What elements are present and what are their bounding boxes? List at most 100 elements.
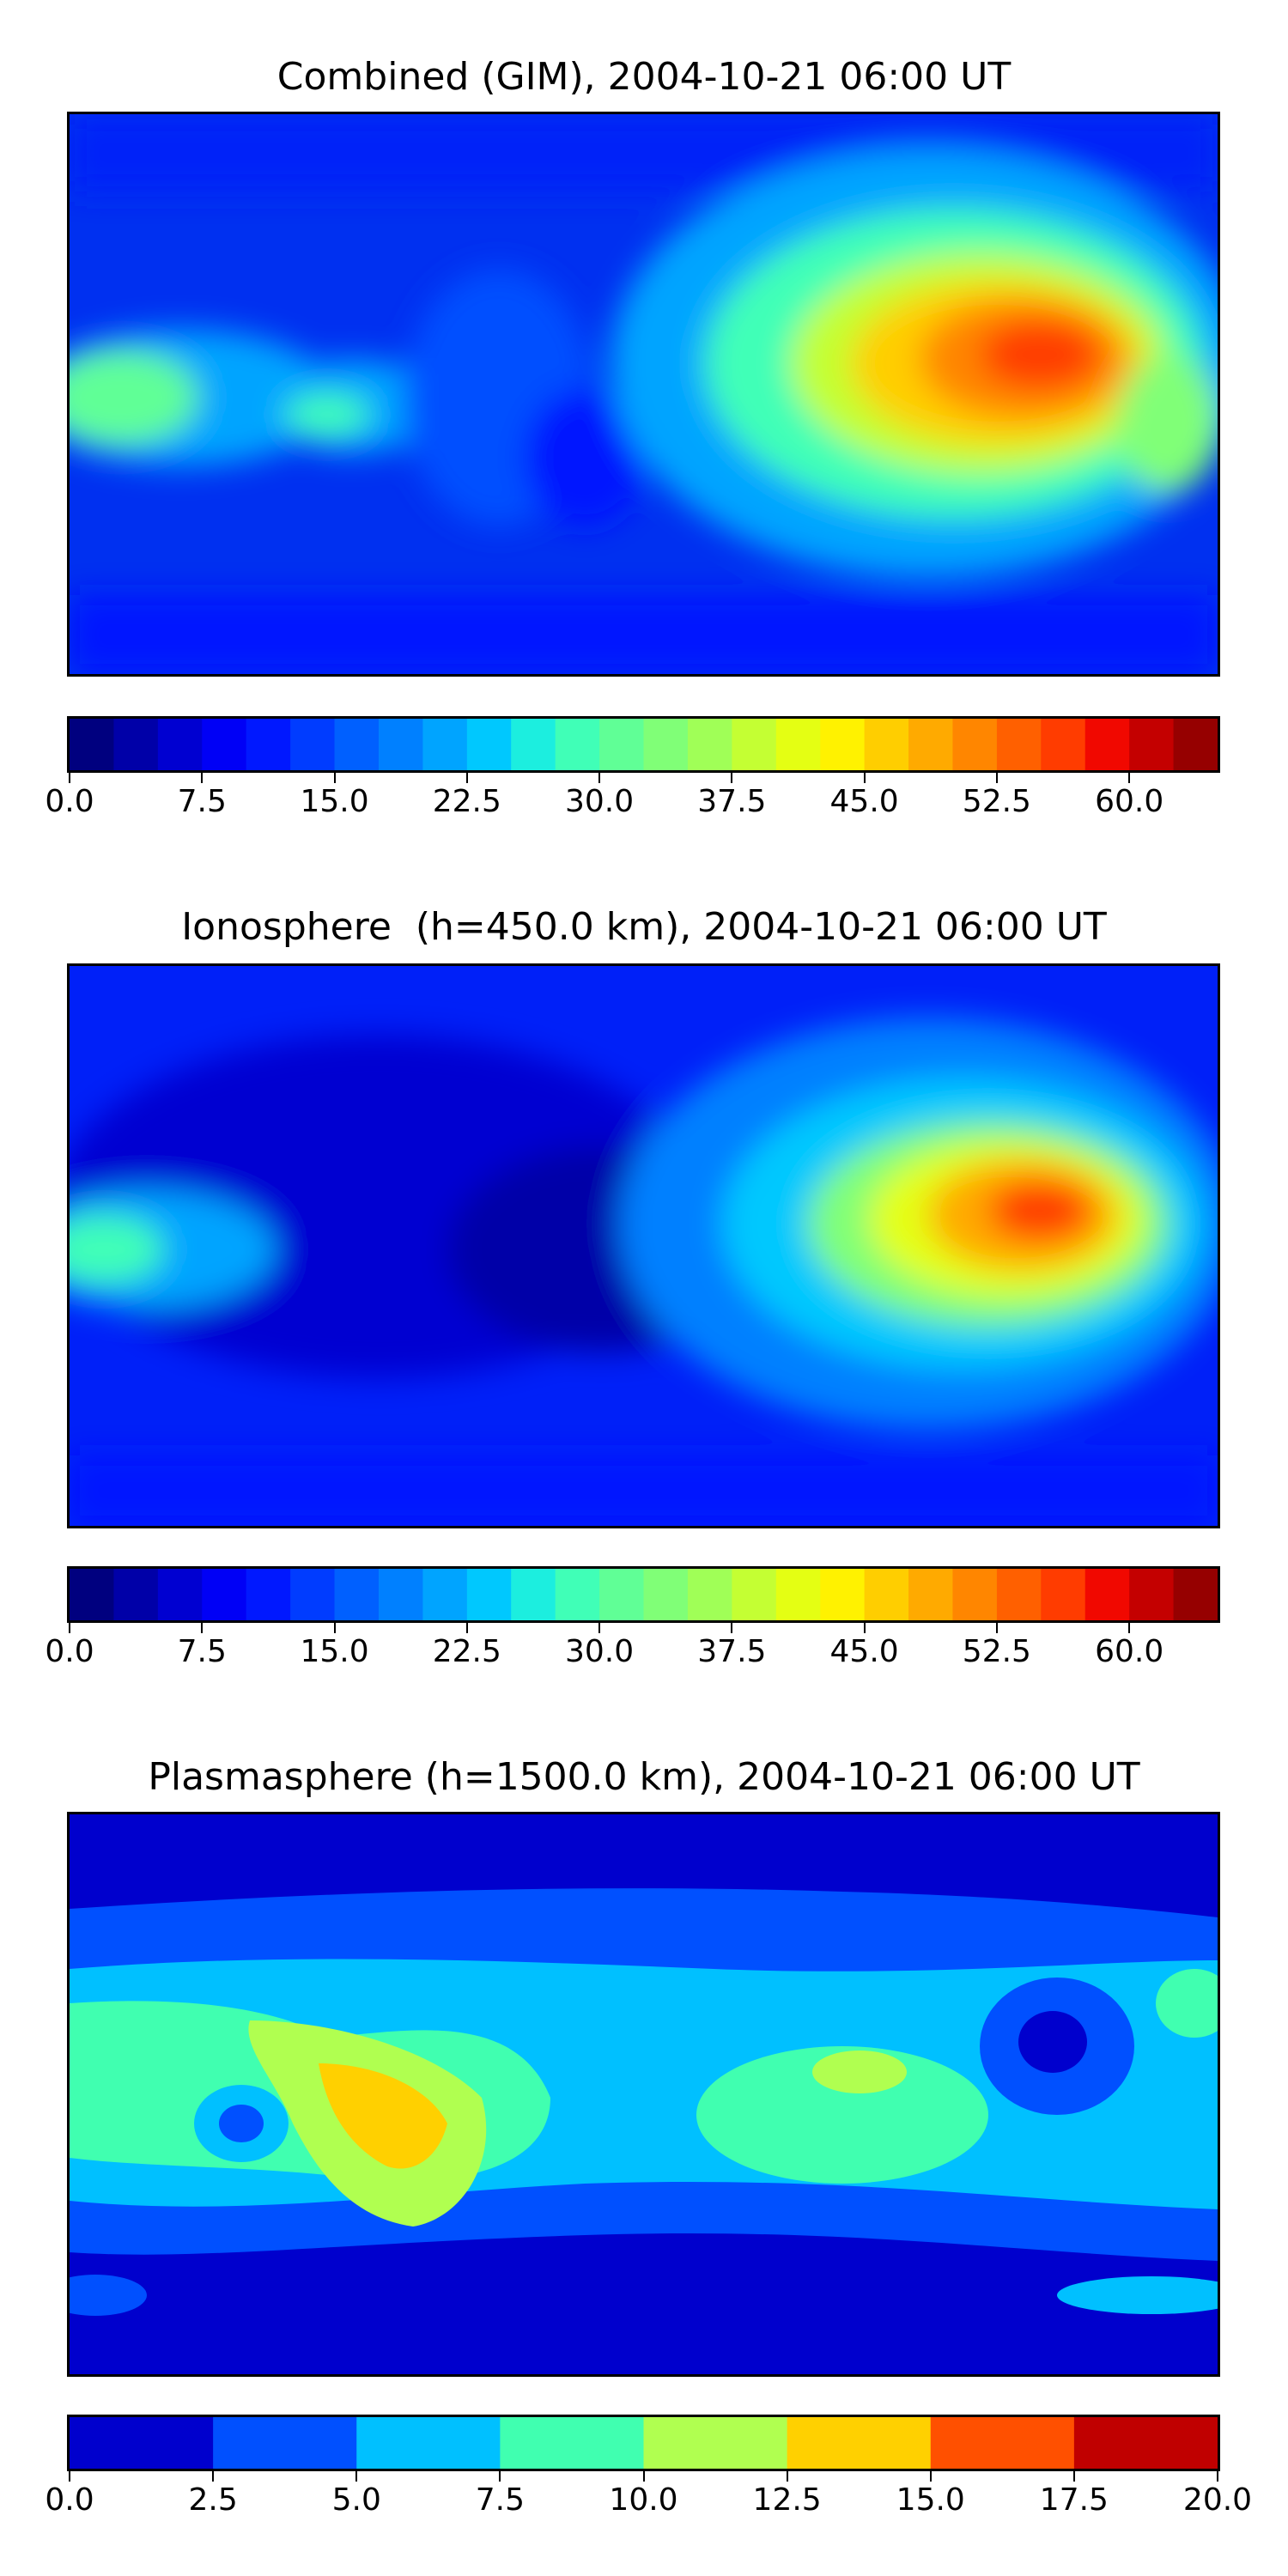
colorbar-tick-mark	[1128, 773, 1131, 783]
colorbar-swatch	[511, 1569, 556, 1620]
colorbar-swatch	[643, 1569, 689, 1620]
colorbar-swatch	[1073, 2417, 1218, 2469]
colorbar-tick-mark	[465, 773, 468, 783]
colorbar-tick-label: 37.5	[697, 784, 767, 819]
colorbar-swatch	[213, 2417, 357, 2469]
colorbar-tick-mark	[995, 1623, 998, 1633]
colorbar-tick-label: 15.0	[896, 2482, 965, 2518]
colorbar-swatch	[952, 1569, 998, 1620]
colorbar-tick-label: 0.0	[45, 2482, 94, 2518]
colorbar-tick-mark	[499, 2471, 501, 2482]
colorbar-swatch	[70, 719, 115, 770]
colorbar-tick-label: 22.5	[432, 1634, 501, 1669]
colorbar-tick-mark	[642, 2471, 645, 2482]
colorbar-swatch	[70, 1569, 115, 1620]
colorbar-swatch	[157, 1569, 203, 1620]
colorbar-tick-label: 22.5	[432, 784, 501, 819]
colorbar-swatch	[246, 1569, 291, 1620]
colorbar-tick-label: 45.0	[829, 1634, 899, 1669]
colorbar-plasmasphere	[67, 2415, 1220, 2471]
panel-title-ionosphere: Ionosphere (h=450.0 km), 2004-10-21 06:0…	[181, 905, 1107, 949]
colorbar-tick-label: 5.0	[331, 2482, 381, 2518]
colorbar-tick-label: 60.0	[1095, 1634, 1164, 1669]
colorbar-tick-label: 30.0	[564, 784, 635, 819]
panel-title-plasmasphere: Plasmasphere (h=1500.0 km), 2004-10-21 0…	[148, 1755, 1140, 1799]
colorbar-swatch	[820, 719, 866, 770]
map-plasmasphere	[67, 1812, 1220, 2377]
colorbar-swatch	[908, 719, 954, 770]
colorbar-tick-label: 15.0	[300, 784, 369, 819]
colorbar-tick-mark	[1128, 1623, 1131, 1633]
colorbar-tick-label: 12.5	[752, 2482, 822, 2518]
colorbar-tick-label: 17.5	[1039, 2482, 1109, 2518]
colorbar-tick-label: 7.5	[475, 2482, 526, 2518]
colorbar-tick-label: 45.0	[829, 784, 899, 819]
colorbar-swatch	[466, 719, 512, 770]
colorbar-swatch	[687, 719, 732, 770]
colorbar-tick-label: 0.0	[45, 784, 94, 819]
colorbar-tick-label: 7.5	[177, 784, 227, 819]
colorbar-swatch	[555, 1569, 600, 1620]
colorbar-swatch	[334, 719, 380, 770]
colorbar-swatch	[290, 1569, 336, 1620]
colorbar-swatch	[1129, 719, 1175, 770]
colorbar-swatch	[687, 1569, 732, 1620]
colorbar-swatch	[500, 2417, 645, 2469]
colorbar-swatch	[1173, 1569, 1218, 1620]
colorbar-tick-label: 52.5	[962, 1634, 1031, 1669]
colorbar-tick-label: 37.5	[697, 1634, 767, 1669]
colorbar-swatch	[202, 719, 247, 770]
colorbar-swatch	[996, 1569, 1042, 1620]
colorbar-tick-mark	[69, 1623, 70, 1633]
colorbar-tick-mark	[863, 1623, 866, 1633]
colorbar-swatch	[908, 1569, 954, 1620]
colorbar-swatch	[113, 1569, 159, 1620]
colorbar-tick-label: 7.5	[177, 1634, 227, 1669]
colorbar-swatch	[1129, 1569, 1175, 1620]
colorbar-swatch	[952, 719, 998, 770]
colorbar-tick-mark	[69, 773, 70, 783]
colorbar-swatch	[511, 719, 556, 770]
colorbar-swatch	[1041, 719, 1086, 770]
colorbar-tick-mark	[731, 773, 733, 783]
colorbar-swatch	[378, 719, 423, 770]
colorbar-swatch	[643, 719, 689, 770]
colorbar-swatch	[422, 719, 468, 770]
colorbar-tick-mark	[1072, 2471, 1075, 2482]
colorbar-swatch	[555, 719, 600, 770]
colorbar-swatch	[775, 1569, 821, 1620]
colorbar-swatch	[732, 719, 777, 770]
colorbar-tick-mark	[598, 1623, 601, 1633]
colorbar-swatch	[70, 2417, 214, 2469]
colorbar-tick-label: 15.0	[300, 1634, 369, 1669]
colorbar-tick-label: 52.5	[962, 784, 1031, 819]
colorbar-swatch	[599, 1569, 645, 1620]
colorbar-combined	[67, 716, 1220, 773]
colorbar-swatch	[820, 1569, 866, 1620]
map-ionosphere	[67, 963, 1220, 1528]
colorbar-swatch	[996, 719, 1042, 770]
colorbar-swatch	[378, 1569, 423, 1620]
colorbar-ionosphere	[67, 1566, 1220, 1623]
colorbar-swatch	[643, 2417, 788, 2469]
colorbar-swatch	[775, 719, 821, 770]
colorbar-tick-label: 0.0	[45, 1634, 94, 1669]
colorbar-tick-mark	[201, 773, 204, 783]
colorbar-swatch	[466, 1569, 512, 1620]
colorbar-tick-mark	[731, 1623, 733, 1633]
panel-title-combined: Combined (GIM), 2004-10-21 06:00 UT	[276, 55, 1012, 99]
colorbar-swatch	[1084, 719, 1130, 770]
colorbar-tick-mark	[212, 2471, 215, 2482]
colorbar-swatch	[1084, 1569, 1130, 1620]
colorbar-tick-mark	[333, 1623, 336, 1633]
colorbar-tick-mark	[995, 773, 998, 783]
colorbar-tick-mark	[863, 773, 866, 783]
colorbar-tick-mark	[69, 2471, 70, 2482]
colorbar-swatch	[290, 719, 336, 770]
colorbar-swatch	[422, 1569, 468, 1620]
colorbar-swatch	[157, 719, 203, 770]
colorbar-swatch	[930, 2417, 1075, 2469]
colorbar-swatch	[599, 719, 645, 770]
colorbar-tick-mark	[355, 2471, 358, 2482]
colorbar-swatch	[113, 719, 159, 770]
